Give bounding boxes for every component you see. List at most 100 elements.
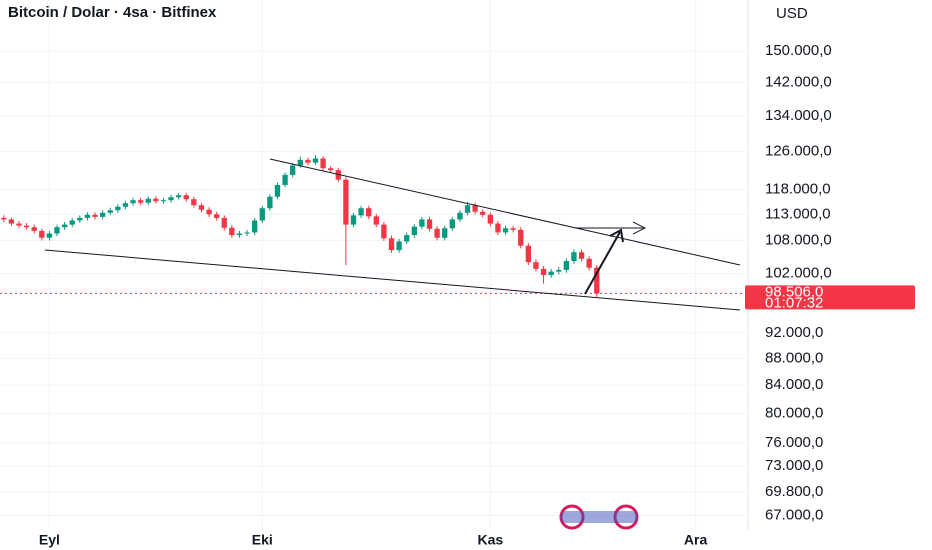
candle-body bbox=[533, 262, 539, 269]
trend-line-upper bbox=[269, 158, 741, 266]
y-tick-label: 108.000,0 bbox=[765, 231, 832, 248]
candle-body bbox=[1, 217, 7, 220]
candle-body bbox=[115, 206, 121, 211]
candle-body bbox=[510, 228, 516, 230]
candle-body bbox=[61, 224, 68, 228]
candle-body bbox=[358, 208, 364, 216]
candle-body bbox=[31, 227, 37, 231]
candle-body bbox=[229, 227, 235, 236]
candle-body bbox=[213, 214, 220, 218]
candle-body bbox=[480, 211, 486, 215]
arrow-head bbox=[609, 228, 624, 243]
candles bbox=[1, 155, 600, 297]
currency: USD bbox=[776, 5, 808, 22]
y-tick-label: 126.000,0 bbox=[765, 143, 832, 160]
candle-body bbox=[46, 233, 53, 238]
last-price-tag bbox=[745, 285, 915, 310]
chart-title: Bitcoin / Dolar · 4sa · Bitfinex bbox=[8, 4, 217, 21]
candle-body bbox=[464, 205, 471, 213]
candle-body bbox=[252, 220, 258, 233]
candle-body bbox=[145, 198, 151, 203]
last-price-label: 98.506,0 bbox=[765, 283, 823, 300]
candle-body bbox=[267, 196, 273, 209]
candle-body bbox=[107, 210, 113, 213]
candle-body bbox=[153, 198, 159, 202]
x-tick-label: Kas bbox=[477, 532, 503, 548]
candle-body bbox=[259, 208, 265, 221]
candle-body bbox=[540, 268, 547, 276]
candle-body bbox=[320, 158, 326, 169]
candle-body bbox=[381, 224, 387, 239]
candle-body bbox=[495, 223, 501, 233]
candle-body bbox=[442, 228, 448, 238]
candle-body bbox=[328, 168, 334, 171]
candle-body bbox=[274, 184, 281, 197]
candle-body bbox=[191, 199, 197, 206]
y-tick-label: 92.000,0 bbox=[765, 324, 823, 341]
axis-labels: 150.000,0 142.000,0 134.000,0 126.000,0 118.… bbox=[39, 42, 915, 548]
candle-body bbox=[137, 200, 144, 203]
candle-body bbox=[366, 208, 372, 217]
candle-body bbox=[411, 226, 417, 236]
candle-body bbox=[404, 235, 410, 242]
trend-line-lower bbox=[44, 249, 741, 311]
y-tick-label: 142.000,0 bbox=[765, 74, 832, 91]
candle-body bbox=[350, 215, 357, 225]
logo bbox=[559, 504, 639, 530]
y-tick-label: 84.000,0 bbox=[765, 376, 823, 393]
y-tick-label: 69.800,0 bbox=[765, 483, 823, 500]
y-tick-label: 76.000,0 bbox=[765, 434, 823, 451]
candle-body bbox=[578, 252, 585, 259]
candle-body bbox=[130, 200, 136, 204]
x-tick-label: Eyl bbox=[39, 532, 60, 548]
candle-body bbox=[586, 258, 592, 268]
candle-body bbox=[312, 158, 319, 163]
x-tick-label: Ara bbox=[684, 532, 708, 548]
candle-body bbox=[175, 195, 182, 198]
candle-body bbox=[206, 209, 212, 215]
candle-body bbox=[388, 238, 395, 251]
candle-body bbox=[502, 228, 509, 233]
target-head bbox=[632, 221, 647, 235]
candle-body bbox=[221, 217, 227, 228]
candle-body bbox=[563, 261, 570, 270]
y-tick-label: 150.000,0 bbox=[765, 42, 832, 59]
candle-body bbox=[487, 214, 493, 224]
candle-body bbox=[92, 214, 98, 217]
y-tick-label: 73.000,0 bbox=[765, 457, 823, 474]
y-tick-label: 113.000,0 bbox=[765, 205, 831, 222]
candle-body bbox=[472, 205, 478, 212]
candle-body bbox=[84, 214, 91, 218]
candle-body bbox=[426, 219, 433, 229]
candle-body bbox=[449, 219, 455, 229]
candle-body bbox=[16, 223, 22, 226]
candle-body bbox=[457, 212, 463, 220]
candle-body bbox=[77, 217, 83, 221]
grid bbox=[0, 0, 745, 530]
candle-body bbox=[373, 216, 379, 225]
candle-body bbox=[99, 212, 106, 217]
candle-body bbox=[198, 205, 205, 210]
candle-body bbox=[297, 159, 303, 166]
candle-body bbox=[396, 241, 402, 251]
countdown: 01:07:32 bbox=[765, 294, 823, 311]
candle-body bbox=[548, 271, 554, 276]
candle-body bbox=[290, 165, 296, 175]
candle-body bbox=[244, 232, 250, 234]
candle-body bbox=[419, 219, 425, 227]
y-tick-label: 88.000,0 bbox=[765, 349, 823, 366]
candle-body bbox=[69, 220, 75, 225]
candle-body bbox=[23, 225, 30, 228]
y-tick-label: 102.000,0 bbox=[765, 264, 832, 281]
y-tick-label: 118.000,0 bbox=[765, 180, 831, 197]
candle-body bbox=[594, 267, 600, 294]
y-tick-label: 80.000,0 bbox=[765, 404, 823, 421]
candle-body bbox=[39, 230, 45, 238]
y-tick-label: 67.000,0 bbox=[765, 507, 823, 524]
y-tick-label: 134.000,0 bbox=[765, 107, 832, 124]
candle-body bbox=[343, 179, 349, 225]
x-tick-label: Eki bbox=[252, 532, 273, 548]
candle-body bbox=[571, 252, 577, 262]
candle-body bbox=[160, 200, 167, 202]
